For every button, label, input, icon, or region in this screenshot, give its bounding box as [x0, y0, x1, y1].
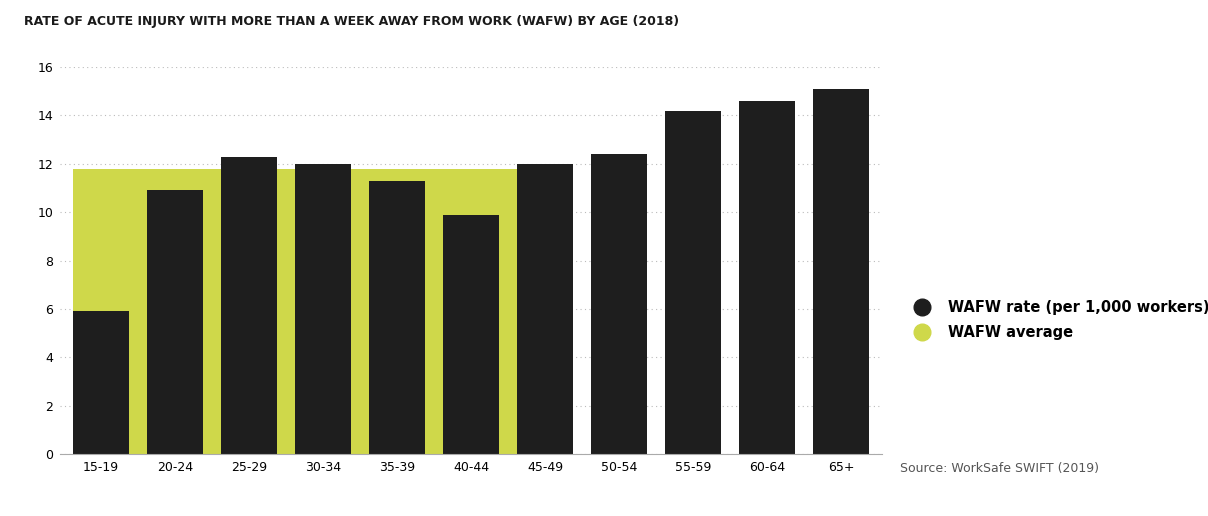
Bar — [74, 311, 129, 454]
Bar — [296, 164, 350, 454]
Bar — [592, 154, 646, 454]
Bar — [147, 190, 203, 454]
Bar — [813, 89, 869, 454]
Bar — [370, 181, 425, 454]
Text: Source: WorkSafe SWIFT (2019): Source: WorkSafe SWIFT (2019) — [900, 462, 1099, 475]
Text: RATE OF ACUTE INJURY WITH MORE THAN A WEEK AWAY FROM WORK (WAFW) BY AGE (2018): RATE OF ACUTE INJURY WITH MORE THAN A WE… — [24, 15, 679, 28]
Legend: WAFW rate (per 1,000 workers), WAFW average: WAFW rate (per 1,000 workers), WAFW aver… — [907, 300, 1208, 340]
Bar — [74, 169, 573, 454]
Bar — [739, 101, 795, 454]
Bar — [666, 110, 721, 454]
Bar — [517, 164, 573, 454]
Bar — [443, 215, 499, 454]
Bar — [221, 156, 277, 454]
